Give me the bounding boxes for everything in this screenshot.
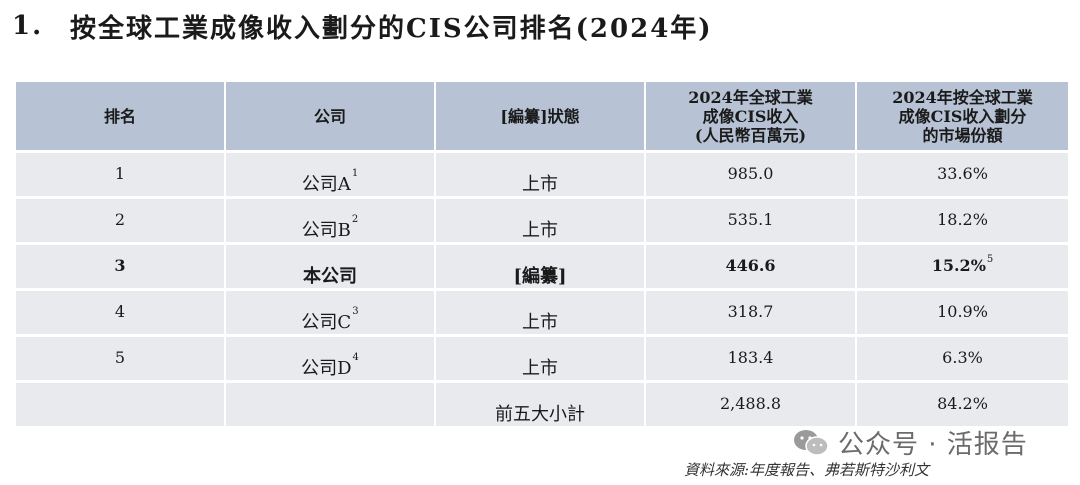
share-cell: 6.3% bbox=[857, 337, 1068, 383]
revenue-cell: 985.0 bbox=[646, 153, 857, 199]
footnote-marker: 1 bbox=[351, 168, 359, 179]
revenue-cell: 535.1 bbox=[646, 199, 857, 245]
watermark: 公众号 · 活报告 bbox=[792, 424, 1028, 461]
subtotal-label: 前五大小計 bbox=[436, 383, 646, 429]
header-revenue: 2024年全球工業 成像CIS收入 (人民幣百萬元) bbox=[646, 82, 857, 153]
footnote-marker: 2 bbox=[351, 214, 359, 225]
company-cell: 本公司 bbox=[226, 245, 436, 291]
status-cell: [編纂] bbox=[436, 245, 646, 291]
company-cell: 公司B2 bbox=[226, 199, 436, 245]
share-cell: 10.9% bbox=[857, 291, 1068, 337]
share-cell: 15.2%5 bbox=[857, 245, 1068, 291]
header-status: [編纂]狀態 bbox=[436, 82, 646, 153]
revenue-cell: 2,488.8 bbox=[646, 383, 857, 429]
company-cell: 公司C3 bbox=[226, 291, 436, 337]
header-market-share: 2024年按全球工業 成像CIS收入劃分 的市場份額 bbox=[857, 82, 1068, 153]
table-row: 5 公司D4 上市 183.4 6.3% bbox=[16, 337, 1068, 383]
section-number: 1. bbox=[12, 11, 44, 41]
source-note: 資料來源:年度報告、弗若斯特沙利文 bbox=[684, 461, 930, 479]
rank-cell bbox=[16, 383, 226, 429]
footnote-marker: 3 bbox=[352, 306, 359, 317]
status-cell: 上市 bbox=[436, 199, 646, 245]
rank-cell: 3 bbox=[16, 245, 226, 291]
rank-cell: 1 bbox=[16, 153, 226, 199]
section-title: 按全球工業成像收入劃分的CIS公司排名(2024年) bbox=[70, 13, 713, 44]
table-row: 4 公司C3 上市 318.7 10.9% bbox=[16, 291, 1068, 337]
section-heading: 1. 按全球工業成像收入劃分的CIS公司排名(2024年) bbox=[12, 6, 713, 46]
company-cell: 公司A1 bbox=[226, 153, 436, 199]
table-row-highlight: 3 本公司 [編纂] 446.6 15.2%5 bbox=[16, 245, 1068, 291]
header-company: 公司 bbox=[226, 82, 436, 153]
watermark-text: 公众号 · 活报告 bbox=[838, 430, 1028, 460]
table-row-subtotal: 前五大小計 2,488.8 84.2% bbox=[16, 383, 1068, 429]
share-cell: 33.6% bbox=[857, 153, 1068, 199]
company-cell: 公司D4 bbox=[226, 337, 436, 383]
share-cell: 18.2% bbox=[857, 199, 1068, 245]
table-row: 2 公司B2 上市 535.1 18.2% bbox=[16, 199, 1068, 245]
revenue-cell: 183.4 bbox=[646, 337, 857, 383]
status-cell: 上市 bbox=[436, 153, 646, 199]
rank-cell: 4 bbox=[16, 291, 226, 337]
status-cell: 上市 bbox=[436, 291, 646, 337]
revenue-cell: 318.7 bbox=[646, 291, 857, 337]
rank-cell: 2 bbox=[16, 199, 226, 245]
footnote-marker: 5 bbox=[986, 254, 994, 265]
status-cell: 上市 bbox=[436, 337, 646, 383]
table-header-row: 排名 公司 [編纂]狀態 2024年全球工業 成像CIS收入 (人民幣百萬元) … bbox=[16, 82, 1068, 153]
ranking-table: 排名 公司 [編纂]狀態 2024年全球工業 成像CIS收入 (人民幣百萬元) … bbox=[16, 82, 1068, 429]
share-cell: 84.2% bbox=[857, 383, 1068, 429]
wechat-icon bbox=[794, 429, 829, 456]
header-rank: 排名 bbox=[16, 82, 226, 153]
footnote-marker: 4 bbox=[352, 352, 359, 363]
revenue-cell: 446.6 bbox=[646, 245, 857, 291]
rank-cell: 5 bbox=[16, 337, 226, 383]
table-row: 1 公司A1 上市 985.0 33.6% bbox=[16, 153, 1068, 199]
company-cell bbox=[226, 383, 436, 429]
